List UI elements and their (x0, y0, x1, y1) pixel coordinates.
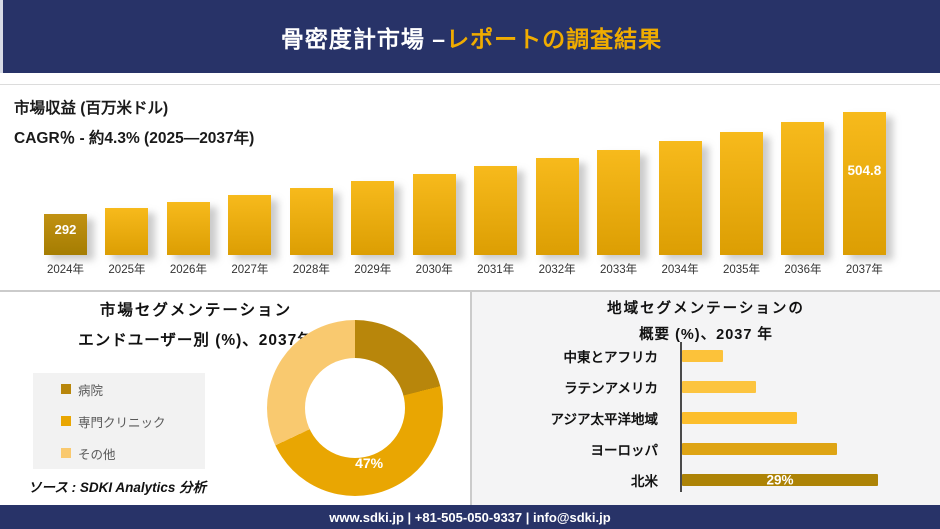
revenue-bar (597, 150, 641, 255)
revenue-year-label: 2028年 (292, 264, 330, 276)
page-title-accent: レポートの調査結果 (446, 25, 663, 52)
revenue-bar (166, 202, 210, 255)
revenue-chart-title: 市場収益 (百万米ドル) (14, 100, 169, 117)
revenue-year-label: 2024年 (46, 264, 85, 276)
revenue-bar-column: 2030年 (412, 95, 456, 277)
legend-swatch (61, 448, 71, 458)
revenue-bar: 292 (44, 214, 87, 255)
footer-bar: www.sdki.jp | +81-505-050-9337 | info@sd… (0, 505, 940, 529)
legend-swatch (61, 416, 71, 426)
segmentation-title-line1: 市場セグメンテーション (99, 302, 293, 319)
regional-bar-chart: 中東とアフリカ ラテンアメリカアジア太平洋地域ヨーロッパ北米 29% (472, 340, 940, 495)
regional-bar (682, 349, 723, 362)
revenue-year-label: 2026年 (169, 264, 207, 276)
regional-bar-row: ラテンアメリカ (472, 371, 940, 402)
regional-axis-line (680, 342, 682, 492)
revenue-bar-column: 2036年 (781, 95, 825, 277)
revenue-year-label: 2030年 (415, 264, 453, 276)
regional-bar-row: ヨーロッパ (472, 433, 940, 464)
revenue-bar (412, 174, 456, 255)
revenue-bar-column: 2034年 (658, 95, 702, 277)
legend-swatch (61, 384, 71, 394)
revenue-bar (105, 208, 149, 255)
revenue-bar-column: 2029年 (351, 95, 395, 277)
revenue-chart-cagr: CAGR％ - 約4.3% (2025―2037年) (14, 130, 255, 147)
header-divider (0, 84, 940, 85)
regional-title-line1: 地域セグメンテーションの (607, 301, 805, 317)
regional-category-label: アジア太平洋地域 (550, 411, 658, 427)
revenue-bar-column: 2026年 (166, 95, 210, 277)
revenue-bar-column: 2027年 (228, 95, 272, 277)
revenue-year-label: 2036年 (784, 264, 822, 276)
revenue-bar-column: 2028年 (289, 95, 333, 277)
revenue-bar (535, 158, 579, 255)
revenue-bar-value-label: 292 (54, 222, 77, 237)
revenue-bar-column: 2031年 (474, 95, 518, 277)
page-title: 骨密度計市場 –レポートの調査結果 (281, 20, 662, 54)
regional-bar-row: 北米 29% (472, 464, 940, 495)
segmentation-titles: 市場セグメンテーション エンドユーザー別 (%)、2037年 (0, 298, 392, 350)
revenue-year-label: 2029年 (354, 264, 392, 276)
revenue-year-label: 2031年 (477, 264, 515, 276)
end-user-segmentation-panel: 市場セグメンテーション エンドユーザー別 (%)、2037年 病院専門クリニック… (0, 292, 470, 505)
revenue-bar-value-label: 504.8 (847, 163, 882, 179)
revenue-bar-column: 2035年 (719, 95, 763, 277)
revenue-bar (658, 141, 702, 255)
donut-legend: 病院専門クリニック その他 (33, 373, 205, 469)
donut-value-label: 47% (355, 454, 384, 471)
legend-item: その他 (61, 444, 205, 463)
regional-bar (682, 411, 797, 424)
revenue-bar (228, 195, 272, 255)
revenue-bar: 504.8 (842, 112, 886, 255)
regional-titles: 地域セグメンテーションの 概要 (%)、2037 年 (472, 297, 940, 344)
revenue-year-label: 2034年 (661, 264, 699, 276)
segmentation-title-line2: エンドユーザー別 (%)、2037年 (78, 332, 314, 349)
revenue-bar (289, 188, 333, 255)
revenue-bar (781, 122, 825, 255)
revenue-year-label: 2033年 (600, 264, 638, 276)
legend-item: 病院 (61, 380, 205, 399)
footer-contact-text: www.sdki.jp | +81-505-050-9337 | info@sd… (329, 509, 611, 525)
regional-category-label: ラテンアメリカ (564, 380, 658, 396)
revenue-bar-column: 2025年 (105, 95, 149, 277)
regional-bar-row: 中東とアフリカ (472, 340, 940, 371)
revenue-chart-section: 市場収益 (百万米ドル) CAGR％ - 約4.3% (2025―2037年) … (0, 85, 940, 290)
regional-category-label: ヨーロッパ (590, 442, 659, 458)
revenue-bar-column: 2032年 (535, 95, 579, 277)
revenue-year-label: 2037年 (845, 264, 883, 276)
regional-bar: 29% (682, 472, 878, 487)
revenue-year-label: 2032年 (538, 264, 576, 276)
regional-category-label: 北米 (631, 473, 658, 489)
section-divider (0, 290, 940, 292)
revenue-year-label: 2035年 (722, 264, 761, 276)
legend-label: その他 (78, 447, 116, 462)
revenue-year-label: 2027年 (231, 264, 269, 276)
bottom-row: 市場セグメンテーション エンドユーザー別 (%)、2037年 病院専門クリニック… (0, 292, 940, 505)
legend-label: 病院 (78, 383, 104, 398)
revenue-bar (474, 166, 518, 255)
revenue-bar-column: 504.8 2037年 (842, 95, 886, 277)
legend-item: 専門クリニック (61, 412, 205, 431)
regional-category-label: 中東とアフリカ (563, 349, 659, 365)
regional-bar-row: アジア太平洋地域 (472, 402, 940, 433)
revenue-bar-columns: 292 2024年 2025年 2026年 2027年 2028年 2029年 2030年 20… (44, 95, 886, 277)
page-title-main: 骨密度計市場 – (280, 25, 447, 52)
regional-title-line2: 概要 (%)、2037 年 (639, 327, 773, 343)
revenue-year-label: 2025年 (108, 264, 146, 276)
revenue-bar-column: 2033年 (597, 95, 641, 277)
header-banner: 骨密度計市場 –レポートの調査結果 (0, 0, 940, 73)
regional-bar-value-label: 29% (766, 472, 794, 487)
regional-segmentation-panel: 地域セグメンテーションの 概要 (%)、2037 年 中東とアフリカ ラテンアメリ… (470, 292, 940, 505)
end-user-donut-chart: 47% (267, 320, 443, 496)
revenue-bar (719, 132, 763, 255)
source-note: ソース : SDKI Analytics 分析 (28, 480, 207, 495)
revenue-bar (351, 181, 395, 255)
revenue-bar-column: 292 2024年 (44, 95, 87, 277)
regional-bar (682, 380, 756, 393)
legend-label: 専門クリニック (78, 415, 166, 430)
regional-bar (682, 442, 837, 455)
